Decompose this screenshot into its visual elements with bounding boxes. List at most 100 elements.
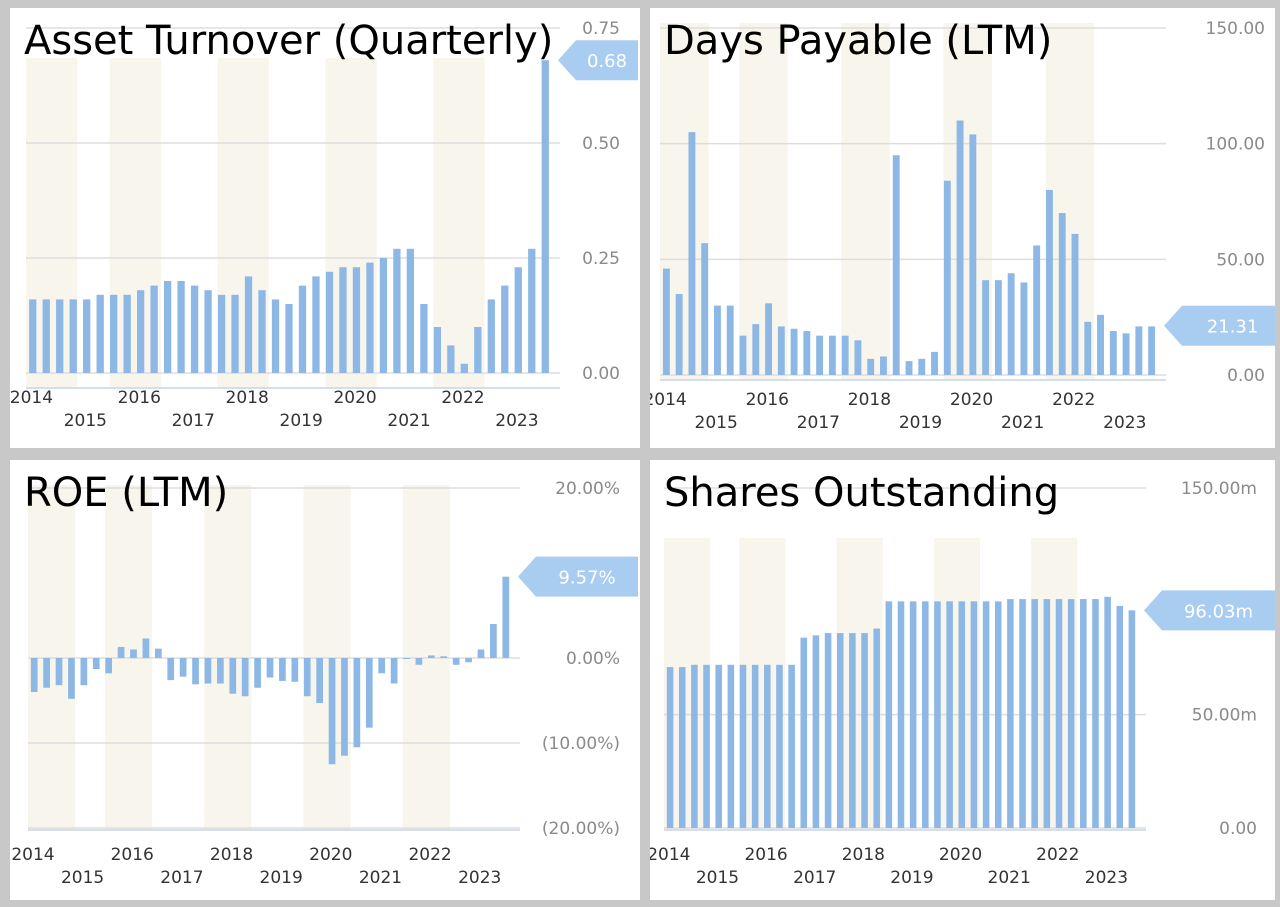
y-tick-label: 150.00 (1206, 19, 1265, 39)
bar (452, 658, 460, 665)
bar (970, 601, 978, 828)
bar (982, 601, 990, 828)
bar (812, 635, 820, 828)
roe-chart: 20.00% 0.00% (10.00%) (20.00%) 2014 2016 2018 2… (11, 479, 638, 888)
bar (828, 335, 836, 375)
bar (816, 335, 824, 375)
y-tick-label: 0.00 (582, 364, 620, 384)
bar (714, 305, 721, 375)
y-tick-label: 0.00% (566, 649, 620, 669)
x-tick-label: 2023 (495, 411, 538, 431)
bar (1084, 321, 1092, 375)
x-tick-label: 2016 (118, 388, 161, 408)
x-tick-label: 2015 (695, 413, 738, 433)
bar (1092, 599, 1099, 828)
bar (897, 601, 905, 828)
days-payable-chart: 150.00 100.00 50.00 0.00 2014 2016 2018 2020 202… (650, 19, 1275, 433)
bar (254, 658, 261, 688)
x-tick-label: 2021 (988, 868, 1031, 888)
bar (1128, 610, 1136, 828)
bar (885, 601, 893, 828)
bar (279, 658, 286, 681)
bar (325, 271, 334, 373)
x-tick-label: 2014 (650, 390, 687, 410)
bar (105, 658, 113, 674)
bar (739, 664, 747, 828)
bar (83, 299, 91, 373)
bar (1080, 599, 1087, 828)
bar (231, 294, 239, 373)
bar (190, 285, 199, 373)
bar (136, 290, 145, 373)
bar (836, 633, 844, 828)
bar (776, 664, 783, 828)
x-tick-label: 2015 (61, 868, 104, 888)
shares-outstanding-panel: Shares Outstanding 150.00m 50.00m 0.00 2014… (650, 460, 1275, 900)
bar (994, 601, 1002, 828)
bar (1033, 245, 1041, 375)
x-tick-label: 2017 (793, 868, 836, 888)
bar (528, 248, 536, 373)
bar (752, 324, 760, 375)
bar (420, 304, 428, 373)
bar (666, 667, 674, 828)
bar (403, 658, 410, 659)
y-tick-label: 0.00 (1219, 819, 1257, 839)
x-tick-label: 2017 (172, 411, 215, 431)
bar (1097, 314, 1104, 375)
bar (1007, 273, 1015, 375)
bar (502, 576, 510, 658)
bar (867, 358, 875, 375)
bar (303, 658, 311, 697)
callout-label: 21.31 (1207, 317, 1259, 338)
bar (433, 327, 442, 373)
bar (803, 331, 811, 375)
bar (150, 285, 158, 373)
y-tick-label: 0.50 (582, 134, 620, 154)
bar (982, 280, 990, 375)
bar (790, 328, 798, 375)
x-tick-label: 2023 (1085, 868, 1128, 888)
x-tick-label: 2020 (333, 388, 376, 408)
bar (662, 268, 670, 375)
bar (366, 262, 374, 373)
x-tick-label: 2021 (1001, 413, 1044, 433)
bar (130, 649, 137, 658)
x-tick-label: 2022 (408, 845, 451, 865)
year-band (841, 23, 890, 380)
x-tick-label: 2014 (10, 388, 53, 408)
callout-label: 96.03m (1184, 601, 1253, 622)
x-tick-label: 2022 (441, 388, 484, 408)
bar (142, 638, 150, 658)
x-tick-label: 2016 (111, 845, 154, 865)
asset-turnover-chart: 0.75 0.50 0.25 0.00 2014 2016 2018 2020 2022 2015… (10, 19, 638, 431)
bar (379, 258, 388, 373)
bar (177, 281, 185, 373)
bar (378, 658, 386, 674)
bar (541, 60, 549, 373)
y-tick-label: 50.00m (1192, 706, 1257, 726)
bar (931, 351, 938, 375)
bar (1046, 189, 1053, 375)
x-tick-label: 2018 (210, 845, 253, 865)
bar (244, 276, 253, 373)
callout-marker (1144, 590, 1275, 631)
bar (179, 658, 187, 677)
bar (849, 633, 856, 828)
bar (958, 601, 966, 828)
x-tick-label: 2022 (1052, 390, 1095, 410)
bar (905, 361, 913, 375)
bar (841, 335, 849, 375)
bar (192, 658, 199, 685)
chart-title: Shares Outstanding (664, 470, 1060, 516)
x-tick-label: 2018 (842, 845, 885, 865)
bar (490, 624, 497, 658)
bar (691, 664, 698, 828)
bar (824, 633, 832, 828)
y-tick-label: 20.00% (555, 479, 620, 499)
x-tick-label: 2016 (746, 390, 789, 410)
bar (880, 356, 887, 375)
bar (1135, 326, 1143, 375)
bar (1104, 596, 1111, 828)
x-tick-label: 2020 (950, 390, 993, 410)
